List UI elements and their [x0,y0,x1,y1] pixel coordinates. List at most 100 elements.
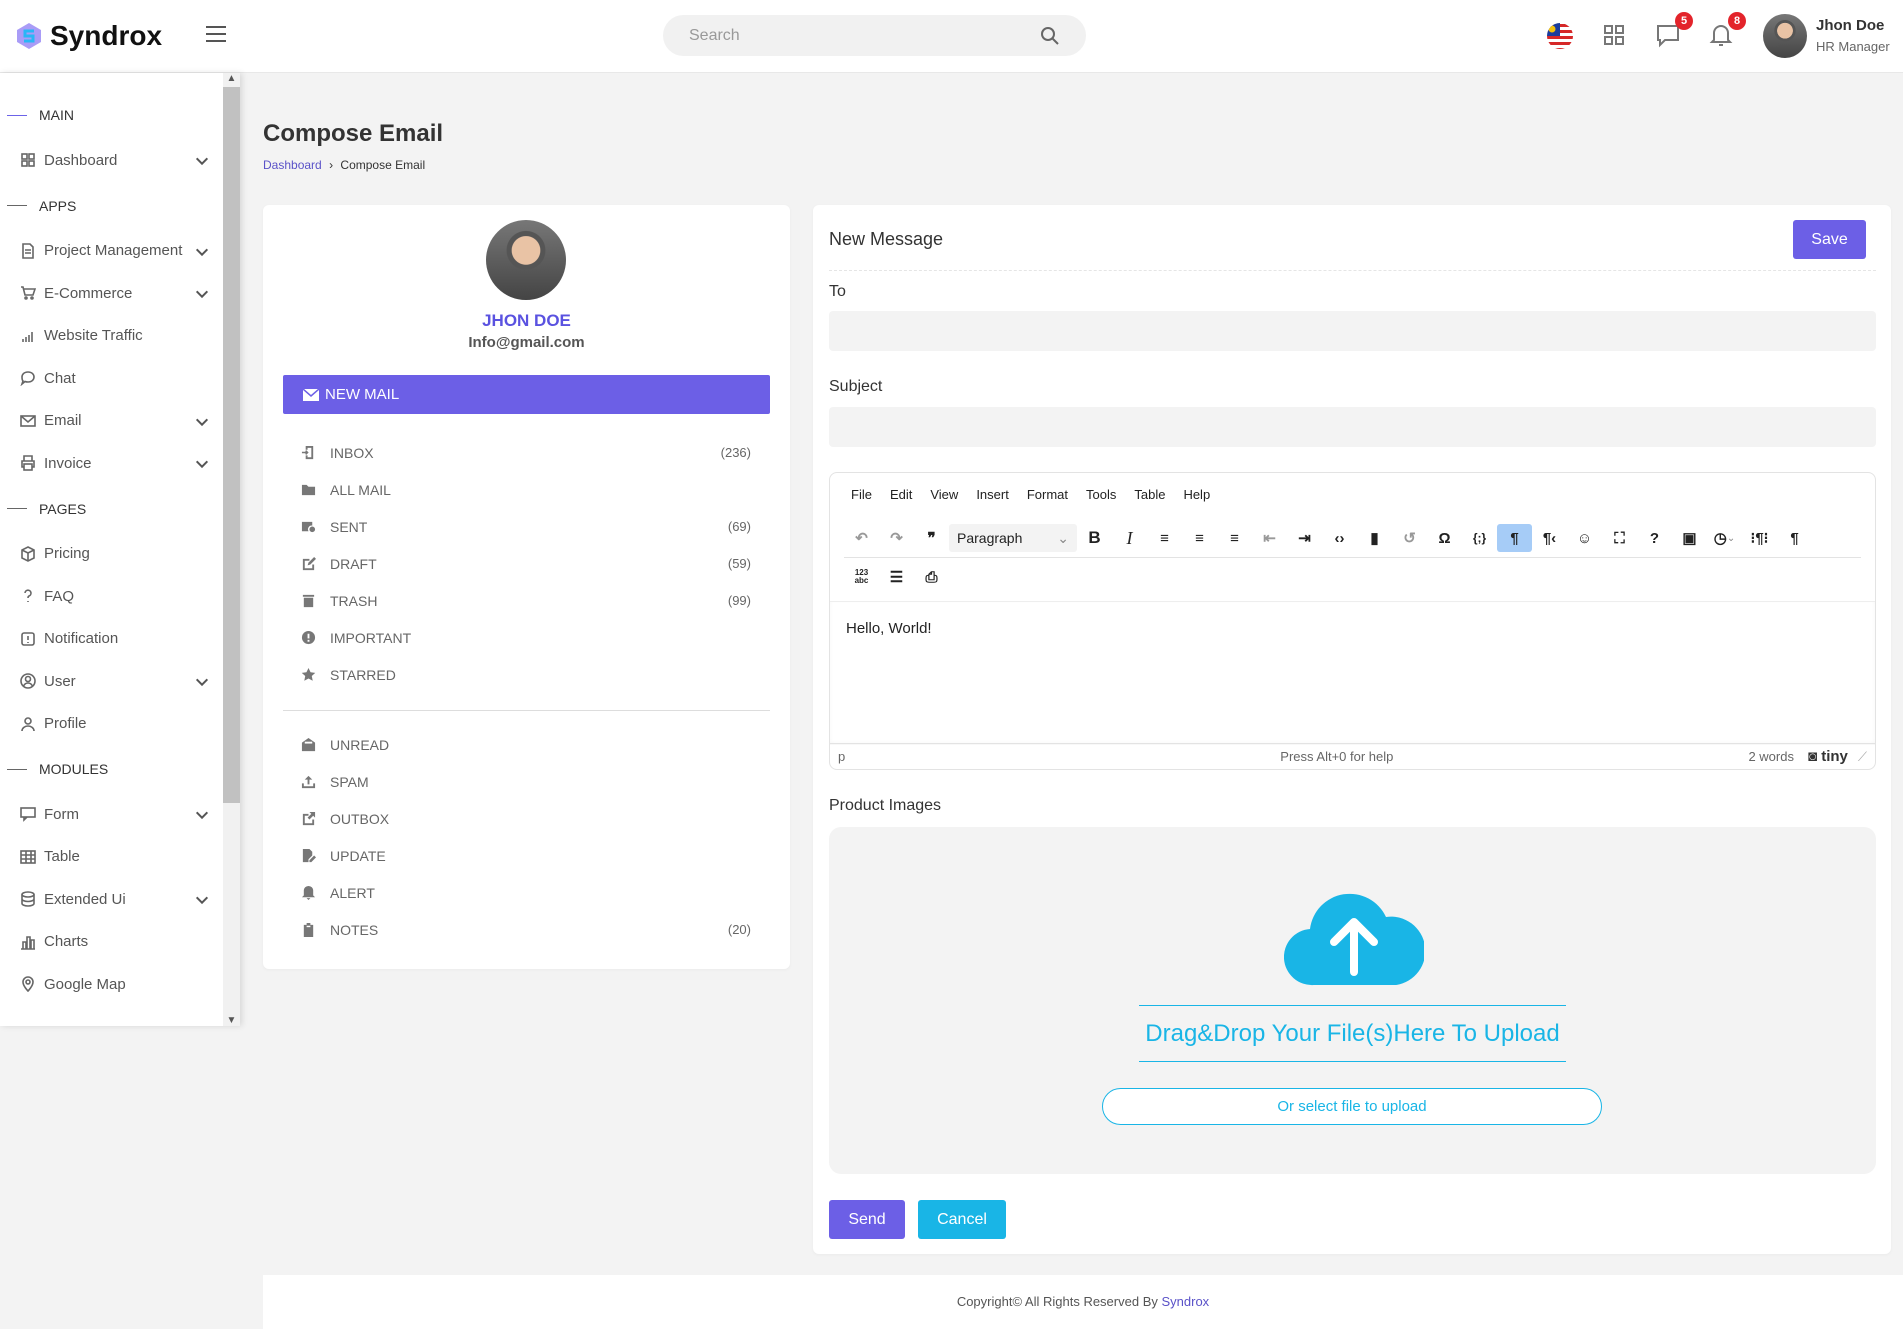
element-path[interactable]: p [838,749,846,764]
align-center-icon[interactable]: ≡ [1195,529,1204,547]
folder-important[interactable]: IMPORTANT [301,619,751,656]
search-input[interactable]: Search [663,15,1086,56]
align-left-icon[interactable]: ≡ [1160,529,1169,547]
sidebar-item-form[interactable]: Form [0,793,240,836]
sidebar-item-website-traffic[interactable]: Website Traffic [0,315,240,358]
select-file-button[interactable]: Or select file to upload [1102,1088,1602,1125]
word-count[interactable]: 2 words [1748,749,1794,764]
folder-starred[interactable]: STARRED [301,656,751,693]
search-icon[interactable] [1040,26,1060,46]
user-avatar[interactable] [1763,14,1807,58]
editor-content[interactable]: Hello, World! [830,601,1875,745]
file-dropzone[interactable]: Drag&Drop Your File(s)Here To Upload Or … [829,827,1876,1174]
history-icon[interactable]: ↺ [1403,530,1416,547]
sidebar-item-user[interactable]: User [0,660,240,703]
folder-notes[interactable]: NOTES (20) [301,911,751,948]
blockquote-icon[interactable]: ❞ [927,530,936,547]
cancel-button[interactable]: Cancel [918,1200,1006,1239]
editor-menu-edit[interactable]: Edit [889,487,913,502]
rtl-icon[interactable]: ¶‹ [1542,529,1557,547]
align-right-icon[interactable]: ≡ [1230,529,1239,547]
image-icon[interactable]: ▣ [1682,530,1697,547]
folder-outbox[interactable]: OUTBOX [301,800,751,837]
send-button[interactable]: Send [829,1200,905,1239]
new-mail-button[interactable]: NEW MAIL [283,375,770,414]
subject-input[interactable] [829,407,1876,447]
folder-sent[interactable]: SENT (69) [301,508,751,545]
sidebar-item-charts[interactable]: Charts [0,921,240,964]
emoji-icon[interactable]: ☺ [1576,529,1593,547]
language-flag-icon[interactable] [1546,22,1574,50]
fullscreen-icon[interactable]: ⛶ [1614,529,1625,547]
sidebar-item-email[interactable]: Email [0,400,240,443]
folder-trash[interactable]: TRASH (99) [301,582,751,619]
chevron-down-icon[interactable] [194,456,210,472]
chevron-down-icon[interactable] [194,674,210,690]
editor-menu-insert[interactable]: Insert [976,487,1009,502]
sidebar-item-e-commerce[interactable]: E-Commerce [0,272,240,315]
block-format-select[interactable]: Paragraph ⌄ [949,524,1077,552]
folder-spam[interactable]: SPAM [301,763,751,800]
breadcrumb-dashboard[interactable]: Dashboard [263,158,322,172]
editor-menu-help[interactable]: Help [1183,487,1211,502]
folder-unread[interactable]: UNREAD [301,726,751,763]
nonbreaking-icon[interactable]: ⁝¶⁝ [1750,530,1769,547]
scroll-down-icon[interactable]: ▼ [226,1015,237,1026]
word-count-icon[interactable]: 123 abc [854,568,869,585]
editor-menu-table[interactable]: Table [1134,487,1166,502]
sidebar-item-dashboard[interactable]: Dashboard [0,139,240,182]
toc-icon[interactable]: ☰ [889,569,904,586]
sidebar-item-profile[interactable]: Profile [0,703,240,746]
bold-icon[interactable]: B [1088,528,1101,547]
to-input[interactable] [829,311,1876,351]
chevron-down-icon[interactable] [194,286,210,302]
editor-menu-tools[interactable]: Tools [1086,487,1117,502]
special-char-icon[interactable]: Ω [1438,529,1451,547]
folder-all-mail[interactable]: ALL MAIL [301,471,751,508]
menu-toggle-icon[interactable] [206,26,226,47]
sidebar-scrollbar[interactable]: ▲ ▼ [223,73,240,1026]
scroll-up-icon[interactable]: ▲ [226,73,237,84]
editor-menu-file[interactable]: File [851,487,872,502]
footer-brand-link[interactable]: Syndrox [1161,1294,1210,1309]
italic-icon[interactable]: I [1126,527,1133,548]
folder-alert[interactable]: ALERT [301,874,751,911]
chevron-down-icon[interactable] [194,807,210,823]
code-sample-icon[interactable]: {;} [1472,531,1487,545]
resize-handle-icon[interactable]: ⟋ [1857,748,1867,764]
user-name[interactable]: Jhon Doe [1816,17,1885,34]
print-icon[interactable]: ⎙ [925,568,938,586]
outdent-icon[interactable]: ⇤ [1263,530,1276,547]
indent-icon[interactable]: ⇥ [1298,530,1311,547]
sidebar-item-invoice[interactable]: Invoice [0,442,240,485]
bookmark-icon[interactable]: ▮ [1370,530,1379,547]
save-button[interactable]: Save [1793,220,1866,259]
sidebar-item-google-map[interactable]: Google Map [0,963,240,1006]
folder-update[interactable]: UPDATE [301,837,751,874]
notifications-icon[interactable]: 8 [1708,12,1746,50]
redo-icon[interactable]: ↷ [890,530,903,547]
sidebar-item-chat[interactable]: Chat [0,357,240,400]
chevron-down-icon[interactable] [194,414,210,430]
messages-icon[interactable]: 5 [1655,12,1693,50]
code-icon[interactable]: ‹› [1334,529,1345,547]
sidebar-item-extended-ui[interactable]: Extended Ui [0,878,240,921]
sidebar-item-faq[interactable]: FAQ [0,575,240,618]
editor-menu-view[interactable]: View [930,487,959,502]
chevron-down-icon[interactable] [194,892,210,908]
sidebar-item-table[interactable]: Table [0,836,240,879]
sidebar-item-notification[interactable]: Notification [0,618,240,661]
brand-logo[interactable]: Syndrox [16,20,162,52]
folder-inbox[interactable]: INBOX (236) [301,434,751,471]
chevron-down-icon[interactable] [194,244,210,260]
editor-menu-format[interactable]: Format [1026,487,1068,502]
undo-icon[interactable]: ↶ [855,530,868,547]
editor-text[interactable]: Hello, World! [846,620,932,637]
chevron-down-icon[interactable] [194,153,210,169]
sidebar-item-project-management[interactable]: Project Management [0,230,240,273]
help-icon[interactable]: ? [1649,529,1660,547]
folder-draft[interactable]: DRAFT (59) [301,545,751,582]
sidebar-item-pricing[interactable]: Pricing [0,533,240,576]
clock-icon[interactable]: ◷ ⌄ [1713,530,1736,547]
apps-grid-icon[interactable] [1601,22,1629,50]
